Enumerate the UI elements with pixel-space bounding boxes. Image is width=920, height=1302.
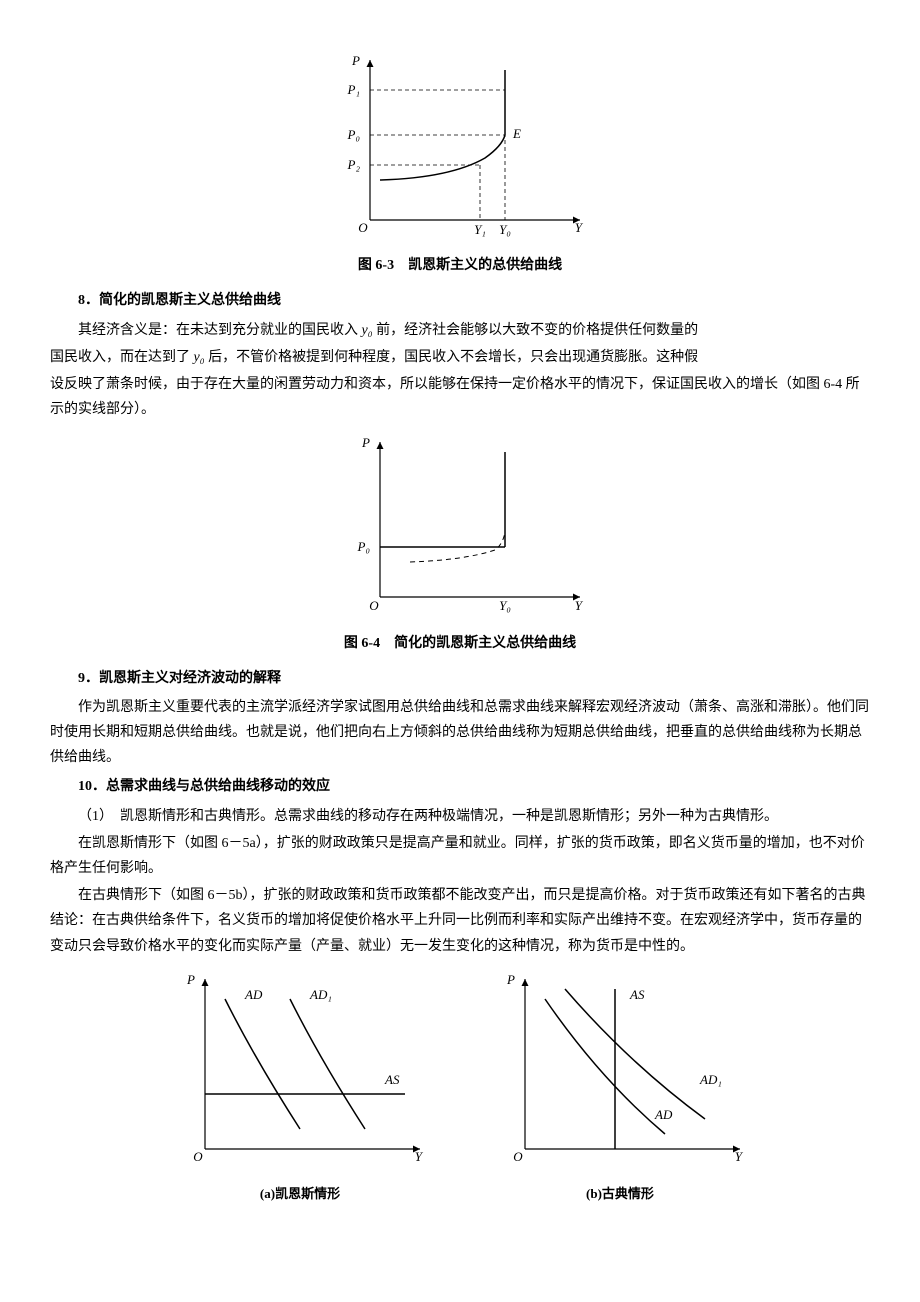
fig63-P2: P₂ — [347, 157, 361, 172]
fig63-P1: P₁ — [347, 82, 360, 97]
fig63-P: P — [351, 53, 360, 68]
fig65b-O: O — [513, 1149, 523, 1164]
fig65a-AS: AS — [384, 1072, 400, 1087]
fig65a-AD: AD — [244, 987, 263, 1002]
fig65b-svg: P O Y AS AD₁ AD — [490, 969, 750, 1169]
fig65b-AD: AD — [654, 1107, 673, 1122]
fig65b-caption: (b)古典情形 — [490, 1182, 750, 1205]
fig65a-O: O — [193, 1149, 203, 1164]
fig64-P: P — [361, 435, 370, 450]
fig65b-AS: AS — [629, 987, 645, 1002]
fig64-P0: P₀ — [357, 539, 370, 554]
figure-6-4: P P₀ O Y₀ Y 图 6-4 简化的凯恩斯主义总供给曲线 — [50, 432, 870, 655]
fig65a-svg: P O Y AD AD₁ AS — [170, 969, 430, 1169]
fig63-caption: 图 6-3 凯恩斯主义的总供给曲线 — [50, 253, 870, 278]
fig64-O: O — [369, 598, 379, 613]
fig65b-P: P — [506, 972, 515, 987]
sec8-heading: 8．简化的凯恩斯主义总供给曲线 — [50, 288, 870, 313]
fig63-Y0: Y₀ — [499, 222, 511, 237]
fig64-Y0: Y₀ — [499, 598, 511, 613]
figure-6-5b: P O Y AS AD₁ AD (b)古典情形 — [490, 969, 750, 1206]
sec9-heading: 9．凯恩斯主义对经济波动的解释 — [50, 666, 870, 691]
sec8-p3: 设反映了萧条时候，由于存在大量的闲置劳动力和资本，所以能够在保持一定价格水平的情… — [50, 372, 870, 422]
fig63-E: E — [512, 126, 521, 141]
fig63-Y1: Y₁ — [474, 222, 486, 237]
figure-6-5: P O Y AD AD₁ AS (a)凯恩斯情形 P O Y — [50, 969, 870, 1206]
sec9-p1: 作为凯恩斯主义重要代表的主流学派经济学家试图用总供给曲线和总需求曲线来解释宏观经… — [50, 695, 870, 771]
fig65a-AD1: AD₁ — [309, 987, 332, 1002]
fig63-Y: Y — [575, 220, 584, 235]
fig63-O: O — [358, 220, 368, 235]
sec8-p1: 其经济含义是：在未达到充分就业的国民收入 y₀ 前，经济社会能够以大致不变的价格… — [50, 318, 870, 343]
fig63-svg: P P₁ P₀ P₂ E O Y₁ Y₀ Y — [330, 50, 590, 240]
sec8-y0-1: y₀ — [362, 323, 373, 338]
sec8-p2b: 后，不管价格被提到何种程度，国民收入不会增长，只会出现通货膨胀。这种假 — [205, 350, 699, 365]
sec8-y0-2: y₀ — [194, 350, 205, 365]
sec8-p1a: 其经济含义是：在未达到充分就业的国民收入 — [78, 323, 362, 338]
figure-6-3: P P₁ P₀ P₂ E O Y₁ Y₀ Y 图 6-3 凯恩斯主义的总供给曲线 — [50, 50, 870, 278]
fig65b-Y: Y — [735, 1149, 744, 1164]
sec10-p2: 在凯恩斯情形下（如图 6－5a），扩张的财政政策只是提高产量和就业。同样，扩张的… — [50, 831, 870, 881]
sec8-p1b: 前，经济社会能够以大致不变的价格提供任何数量的 — [373, 323, 699, 338]
fig64-Y: Y — [575, 598, 584, 613]
fig65a-Y: Y — [415, 1149, 424, 1164]
fig63-P0: P₀ — [347, 127, 360, 142]
fig64-svg: P P₀ O Y₀ Y — [330, 432, 590, 617]
sec10-p3: 在古典情形下（如图 6－5b），扩张的财政政策和货币政策都不能改变产出，而只是提… — [50, 883, 870, 959]
fig65b-AD1: AD₁ — [699, 1072, 722, 1087]
figure-6-5a: P O Y AD AD₁ AS (a)凯恩斯情形 — [170, 969, 430, 1206]
fig64-caption: 图 6-4 简化的凯恩斯主义总供给曲线 — [50, 631, 870, 656]
sec10-p1: （1） 凯恩斯情形和古典情形。总需求曲线的移动存在两种极端情况，一种是凯恩斯情形… — [50, 804, 870, 829]
fig65a-P: P — [186, 972, 195, 987]
sec8-p2: 国民收入，而在达到了 y₀ 后，不管价格被提到何种程度，国民收入不会增长，只会出… — [50, 345, 870, 370]
sec8-p2a: 国民收入，而在达到了 — [50, 350, 194, 365]
sec10-heading: 10．总需求曲线与总供给曲线移动的效应 — [50, 774, 870, 799]
fig65a-caption: (a)凯恩斯情形 — [170, 1182, 430, 1205]
